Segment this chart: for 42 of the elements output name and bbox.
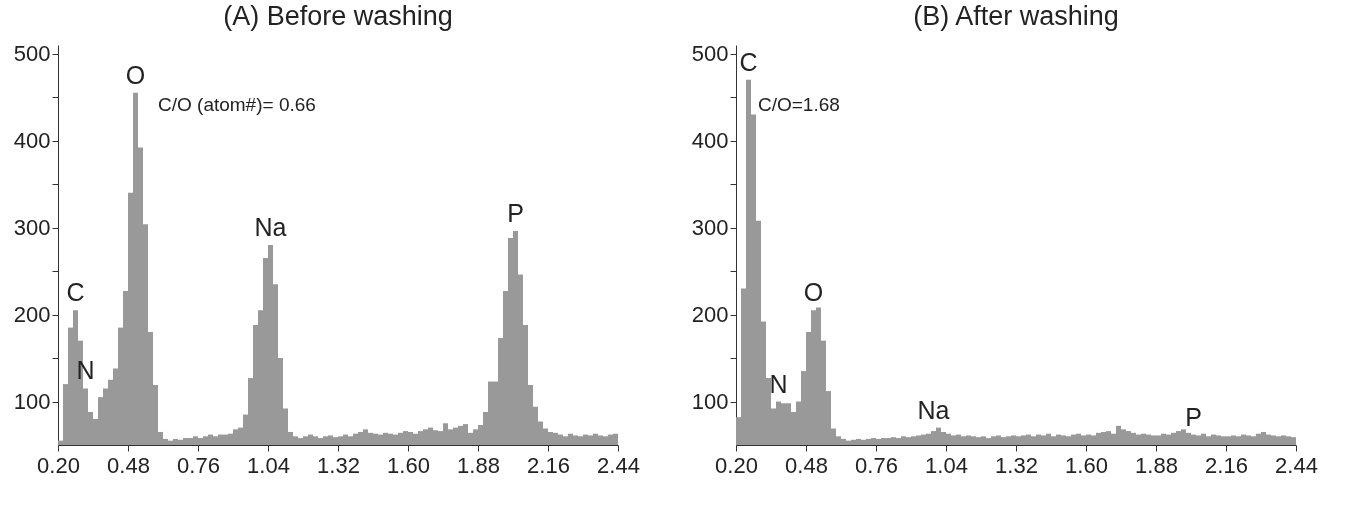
chart-title: (A) Before washing	[223, 0, 453, 31]
chart-title: (B) After washing	[913, 0, 1119, 31]
annotation: P	[507, 199, 524, 228]
annotation: C	[739, 47, 758, 76]
x-tick-label: 0.76	[177, 452, 220, 478]
annotation: N	[76, 356, 95, 385]
annotation: C	[66, 278, 85, 307]
y-tick-label: 200	[13, 302, 51, 328]
x-tick-label: 1.60	[387, 452, 430, 478]
x-tick-label: 1.04	[247, 452, 290, 478]
annotation: Na	[254, 213, 287, 241]
x-tick-label: 1.88	[1135, 452, 1178, 478]
x-tick-label: 1.88	[457, 452, 500, 478]
x-tick-label: 0.20	[715, 452, 758, 478]
annotation: C/O=1.68	[758, 94, 840, 115]
x-tick-label: 0.48	[107, 452, 150, 478]
x-tick-label: 1.60	[1065, 452, 1108, 478]
annotation: O	[803, 278, 824, 307]
x-tick-label: 1.04	[925, 452, 968, 478]
x-tick-label: 2.16	[1205, 452, 1248, 478]
x-tick-label: 2.16	[527, 452, 570, 478]
x-tick-label: 0.20	[37, 452, 80, 478]
x-tick-label: 0.76	[855, 452, 898, 478]
x-tick-label: 0.48	[785, 452, 828, 478]
x-tick-label: 2.44	[597, 452, 640, 478]
y-tick-label: 500	[13, 41, 51, 67]
annotation: P	[1185, 403, 1202, 432]
annotation: Na	[917, 395, 950, 424]
y-tick-label: 200	[691, 302, 729, 328]
annotation: O	[125, 60, 146, 89]
annotation: C/O (atom#)= 0.66	[158, 94, 316, 115]
x-tick-label: 1.32	[995, 452, 1038, 478]
x-tick-label: 2.44	[1275, 452, 1318, 478]
y-tick-label: 300	[691, 215, 729, 241]
y-tick-label: 500	[691, 41, 729, 67]
x-tick-label: 1.32	[317, 452, 360, 478]
annotation: N	[769, 369, 788, 398]
y-tick-label: 300	[13, 215, 51, 241]
y-tick-label: 400	[13, 128, 51, 154]
y-tick-label: 400	[691, 128, 729, 154]
y-tick-label: 100	[691, 389, 729, 415]
y-tick-label: 100	[13, 389, 51, 415]
